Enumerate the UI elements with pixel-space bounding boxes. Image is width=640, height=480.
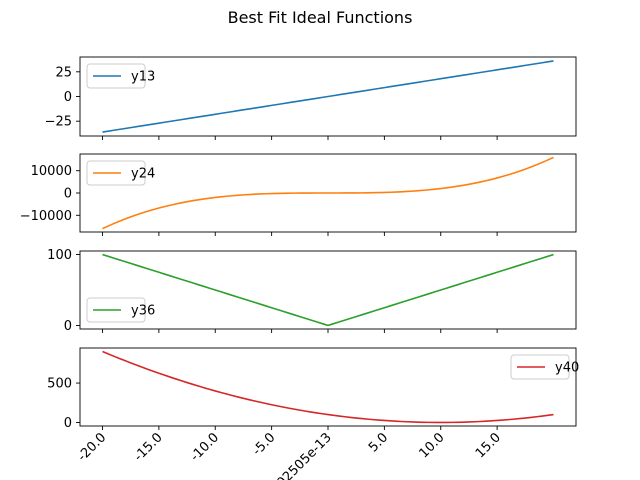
y-tick-label: 0 xyxy=(64,319,72,334)
y-tick-label: −10000 xyxy=(20,209,72,224)
subplot-2: 10000 0 −10000 y24 xyxy=(20,153,577,236)
chart-title: Best Fit Ideal Functions xyxy=(228,8,413,27)
subplot-4: 500 0 y40 xyxy=(47,347,579,431)
legend-label: y13 xyxy=(131,70,155,85)
y-tick-label: 10000 xyxy=(31,164,72,179)
series-line-y24 xyxy=(102,156,554,230)
y-tick-label: 0 xyxy=(64,90,72,105)
y-tick-label: −25 xyxy=(45,115,72,130)
y-tick-label: 500 xyxy=(47,377,72,392)
y-tick-label: 25 xyxy=(55,65,72,80)
series-line-y13 xyxy=(102,60,554,133)
subplot-1: 25 0 −25 y13 xyxy=(45,56,577,140)
series-line-y40 xyxy=(102,350,554,424)
series-line-y36 xyxy=(102,253,554,327)
legend-label: y36 xyxy=(131,304,155,319)
legend-label: y24 xyxy=(131,167,155,182)
y-tick-label: 100 xyxy=(47,248,72,263)
legend-label: y40 xyxy=(555,361,579,376)
y-tick-label: 0 xyxy=(64,187,72,202)
y-tick-label: 0 xyxy=(64,416,72,431)
subplot-3: 100 0 y36 xyxy=(47,248,577,334)
